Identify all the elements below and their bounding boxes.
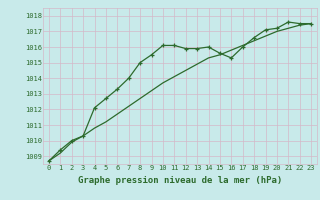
X-axis label: Graphe pression niveau de la mer (hPa): Graphe pression niveau de la mer (hPa) [78, 176, 282, 185]
